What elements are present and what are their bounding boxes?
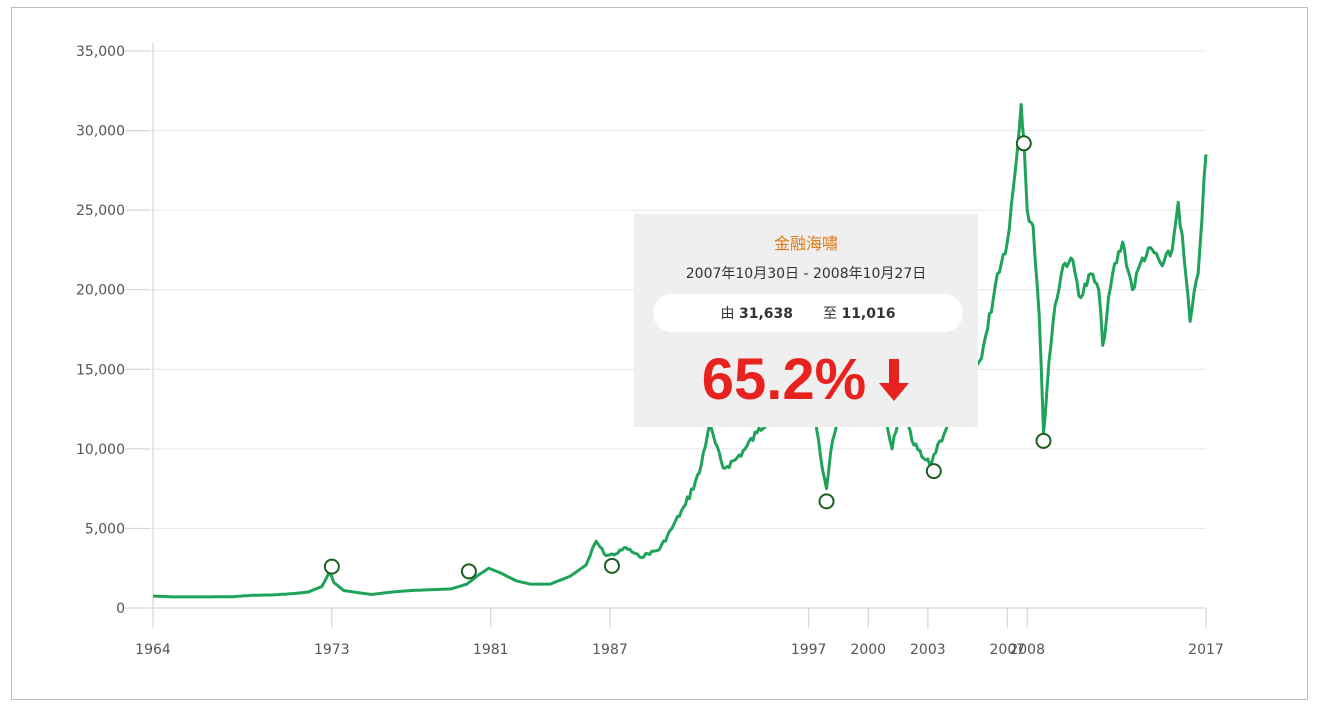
- y-tick-label: 20,000: [76, 283, 125, 299]
- y-tick-label: 10,000: [76, 442, 125, 458]
- y-tick-label: 25,000: [76, 203, 125, 219]
- event-marker[interactable]: [1015, 135, 1032, 152]
- y-tick-label: 35,000: [76, 44, 125, 60]
- y-tick-label: 5,000: [85, 521, 125, 537]
- y-tick-label: 15,000: [76, 362, 125, 378]
- y-tick-label: 30,000: [76, 124, 125, 140]
- x-tick-label: 1973: [314, 642, 350, 658]
- tooltip-to-value: 11,016: [841, 306, 896, 322]
- x-tick-label: 1997: [791, 642, 827, 658]
- x-tick-label: 2007: [990, 642, 1026, 658]
- event-marker[interactable]: [925, 463, 942, 480]
- x-tick-label: 1964: [135, 642, 171, 658]
- tooltip-from-value: 31,638: [738, 306, 793, 322]
- event-marker[interactable]: [1035, 432, 1052, 449]
- x-tick-label: 2000: [850, 642, 886, 658]
- tooltip-percent-change: 65.2%: [634, 346, 978, 413]
- tooltip-from: 由 31,638: [721, 303, 793, 323]
- grid-lines: [153, 50, 1206, 529]
- tooltip-to: 至 11,016: [823, 303, 895, 323]
- event-marker[interactable]: [603, 557, 620, 574]
- event-markers: [323, 135, 1052, 580]
- event-marker[interactable]: [460, 563, 477, 580]
- x-tick-label: 1987: [592, 642, 628, 658]
- y-tick-label: 0: [116, 601, 125, 617]
- tooltip-title: 金融海嘯: [773, 234, 838, 253]
- tooltip-percent-value: 65.2%: [701, 347, 867, 412]
- tooltip-to-label: 至: [823, 306, 837, 322]
- x-tick-label: 2008: [1009, 642, 1045, 658]
- x-tick-label: 2003: [910, 642, 946, 658]
- tooltip-date-range: 2007年10月30日 - 2008年10月27日: [685, 266, 927, 282]
- arrow-down-icon: [879, 358, 910, 401]
- x-tick-label: 1981: [473, 642, 509, 658]
- tooltip-from-label: 由: [720, 306, 735, 322]
- event-marker[interactable]: [323, 558, 340, 575]
- x-tick-label: 2017: [1188, 642, 1224, 658]
- event-marker[interactable]: [818, 493, 835, 510]
- tooltip-range-pill: 由 31,638 至 11,016: [653, 294, 963, 332]
- y-axis-ticks: 0 5,000 10,000 15,000 20,000 25,000 30,000 35,0…: [76, 44, 151, 617]
- event-tooltip: 金融海嘯 2007年10月30日 - 2008年10月27日 由 31,638 …: [634, 214, 978, 427]
- axes: [152, 43, 1206, 609]
